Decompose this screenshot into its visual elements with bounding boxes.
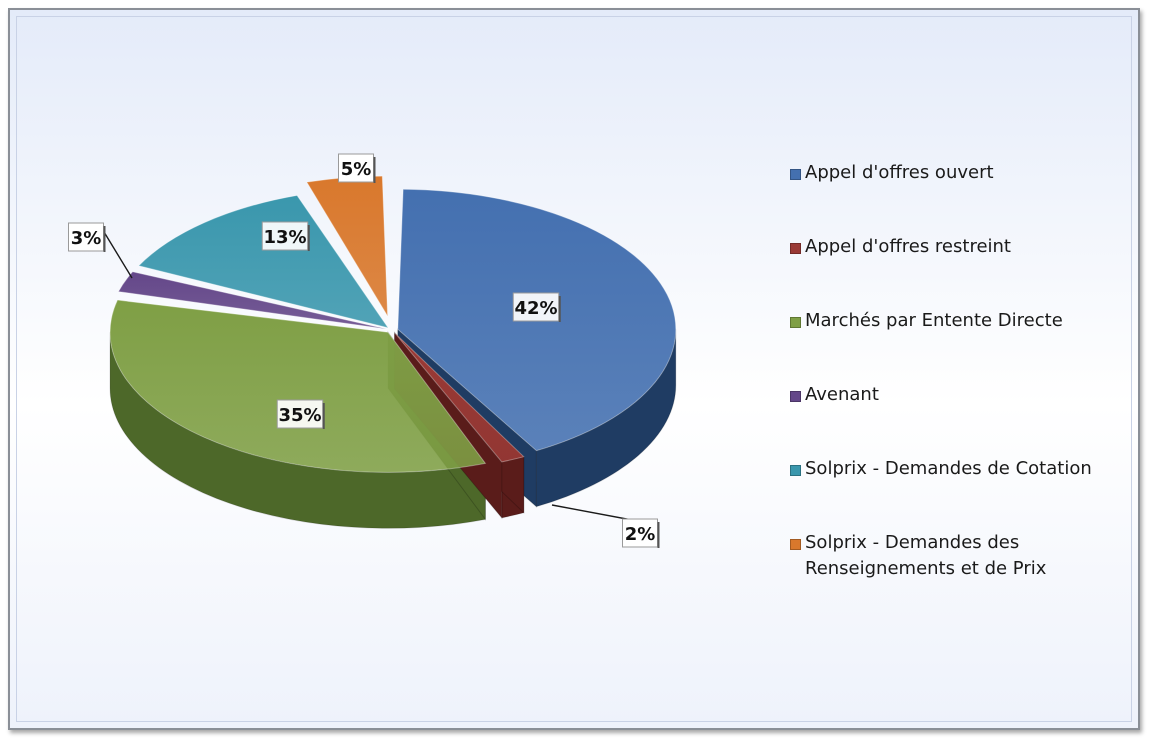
pie-slice-solprix-demandes-de-cotation: [137, 194, 390, 329]
pie-slice-avenant: [117, 271, 387, 330]
legend-label: Solprix - Demandes de Cotation: [805, 458, 1092, 479]
legend-swatch: [790, 169, 801, 180]
data-label-solprix-demandes-des-renseignements-et-de-prix: 5%: [341, 159, 372, 180]
leader-line-avenant: [100, 226, 133, 279]
pie-tops: [109, 175, 677, 473]
pie-side-marches-par-entente-directe: [109, 332, 486, 529]
legend-label: Marchés par Entente Directe: [805, 310, 1063, 331]
legend-item-appel-d-offres-restreint: Appel d'offres restreint: [790, 234, 1140, 308]
legend-swatch: [790, 391, 801, 402]
data-label-box-solprix-demandes-de-cotation: [261, 221, 309, 251]
chart-legend: Appel d'offres ouvert Appel d'offres rest…: [790, 160, 1140, 604]
pie-side-appel-d-offres-ouvert: [535, 329, 677, 508]
legend-item-avenant: Avenant: [790, 382, 1140, 456]
pie-slice-appel-d-offres-restreint: [394, 332, 525, 463]
data-label-box-marches-par-entente-directe: [276, 399, 324, 429]
legend-swatch: [790, 317, 801, 328]
legend-label: Avenant: [805, 384, 879, 405]
legend-label: Solprix - Demandes des Renseignements et…: [805, 532, 1047, 579]
legend-item-appel-d-offres-ouvert: Appel d'offres ouvert: [790, 160, 1140, 234]
data-label-box-avenant: [68, 222, 104, 252]
legend-swatch: [790, 539, 801, 550]
data-label-appel-d-offres-ouvert: 42%: [514, 298, 557, 319]
legend-label: Appel d'offres ouvert: [805, 162, 994, 183]
data-label-box-appel-d-offres-restreint: [622, 518, 658, 548]
data-label-appel-d-offres-restreint: 2%: [625, 524, 656, 545]
data-labels: 42% 2% 35% 3% 13% 5%: [68, 153, 660, 548]
data-label-avenant: 3%: [71, 228, 102, 249]
legend-item-marches-par-entente-directe: Marchés par Entente Directe: [790, 308, 1140, 382]
legend-item-solprix-demandes-des-renseignements-et-de-prix: Solprix - Demandes des Renseignements et…: [790, 530, 1140, 604]
legend-swatch: [790, 243, 801, 254]
chart-inner-border: [16, 16, 1132, 722]
legend-swatch: [790, 465, 801, 476]
data-label-marches-par-entente-directe: 35%: [278, 405, 321, 426]
legend-item-solprix-demandes-de-cotation: Solprix - Demandes de Cotation: [790, 456, 1140, 530]
pie-slice-marches-par-entente-directe: [109, 299, 487, 473]
legend-label: Appel d'offres restreint: [805, 236, 1011, 257]
data-label-solprix-demandes-de-cotation: 13%: [263, 227, 306, 248]
data-label-box-solprix-demandes-des-renseignements-et-de-prix: [338, 153, 374, 183]
